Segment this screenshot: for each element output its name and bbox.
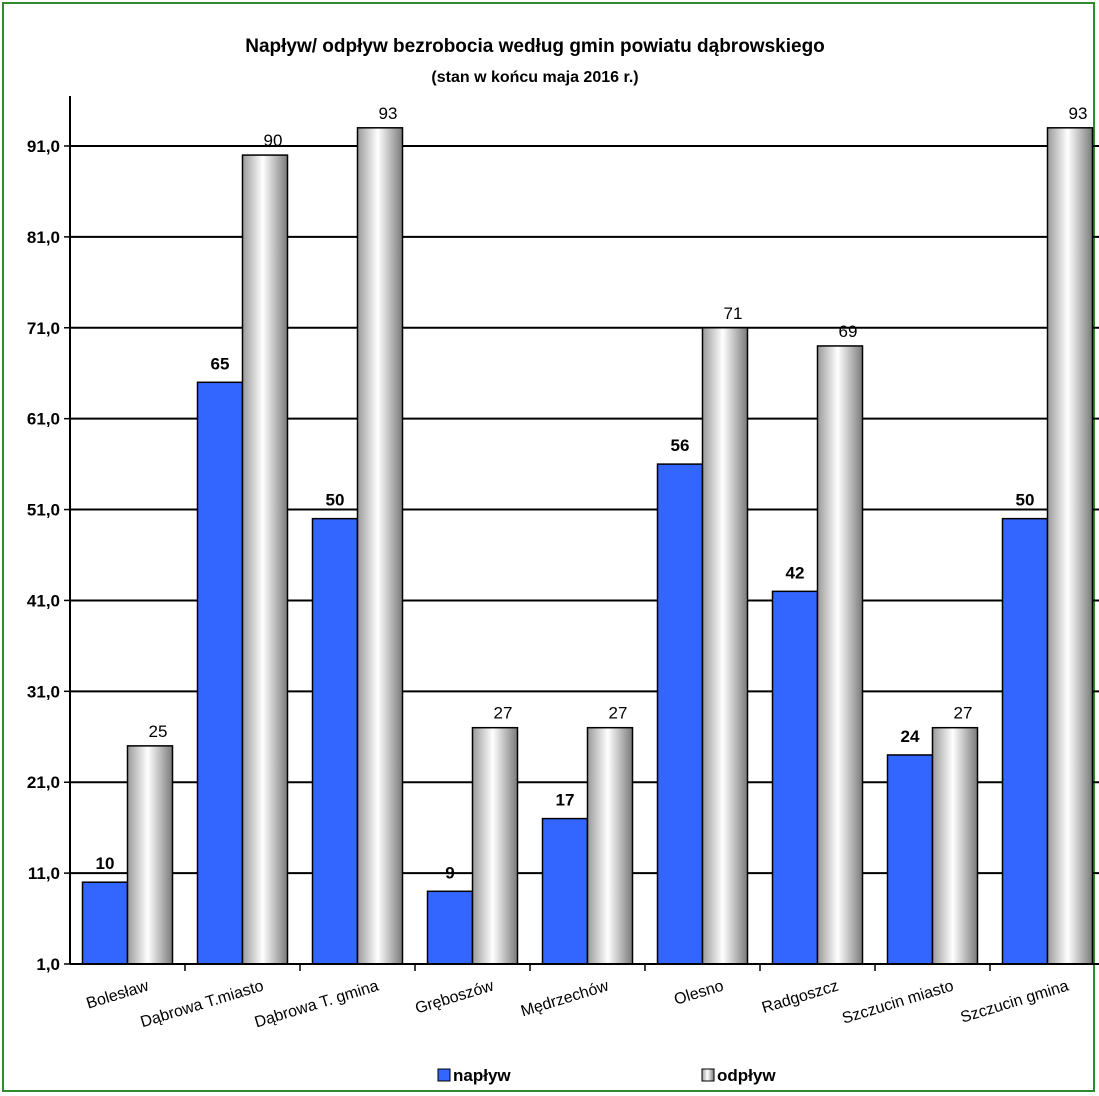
- data-label-outflow: 93: [1069, 104, 1088, 123]
- data-label-inflow: 50: [326, 491, 345, 510]
- bar-outflow: [1046, 127, 1094, 965]
- bar-outflow: [356, 127, 404, 965]
- bar-inflow: [311, 517, 359, 965]
- category-label: Dąbrowa T. gmina: [253, 978, 381, 1032]
- legend: napływ odpływ: [437, 1066, 776, 1085]
- bar-inflow: [656, 463, 704, 965]
- data-label-outflow: 69: [839, 322, 858, 341]
- legend-swatch-outflow: [701, 1068, 715, 1082]
- bar-outflow: [701, 327, 749, 965]
- chart-title: Napływ/ odpływ bezrobocia według gmin po…: [245, 36, 825, 57]
- bar-inflow: [1001, 517, 1049, 965]
- bar-outflow: [241, 154, 289, 965]
- y-tick-label: 71,0: [27, 319, 60, 338]
- bar-outflow: [471, 726, 519, 965]
- data-label-outflow: 93: [379, 104, 398, 123]
- data-label-inflow: 17: [556, 791, 575, 810]
- data-label-outflow: 27: [954, 704, 973, 723]
- legend-label-inflow: napływ: [453, 1066, 511, 1085]
- y-tick-label: 31,0: [27, 682, 60, 701]
- category-label: Olesno: [672, 978, 726, 1009]
- bar-inflow: [541, 817, 589, 965]
- data-label-inflow: 56: [671, 436, 690, 455]
- category-label: Szczucin miasto: [840, 978, 956, 1028]
- data-label-outflow: 27: [609, 704, 628, 723]
- data-label-inflow: 10: [96, 854, 115, 873]
- y-tick-label: 1,0: [36, 955, 60, 974]
- legend-label-outflow: odpływ: [717, 1066, 776, 1085]
- category-label: Mędrzechów: [519, 977, 611, 1020]
- y-tick-label: 21,0: [27, 773, 60, 792]
- y-tick-label: 11,0: [28, 864, 60, 883]
- data-label-outflow: 25: [149, 722, 168, 741]
- data-label-inflow: 9: [445, 863, 454, 882]
- data-label-outflow: 27: [494, 704, 513, 723]
- bars: [81, 127, 1094, 965]
- data-label-outflow: 90: [264, 131, 283, 150]
- data-label-inflow: 24: [901, 727, 920, 746]
- category-label: Radgoszcz: [760, 978, 841, 1017]
- category-label: Bolesław: [84, 977, 151, 1012]
- y-tick-label: 81,0: [27, 228, 60, 247]
- bar-outflow: [816, 345, 864, 965]
- data-labels: 10 25 65 90 50 93 9 27 17 27 56 71 42 69 24 27 50 93: [96, 104, 1088, 882]
- data-label-inflow: 42: [786, 563, 805, 582]
- y-tick-label: 91,0: [27, 137, 60, 156]
- data-label-inflow: 65: [211, 354, 230, 373]
- bar-outflow: [931, 726, 979, 965]
- bar-inflow: [771, 590, 819, 965]
- bar-outflow: [126, 745, 174, 965]
- legend-swatch-inflow: [437, 1068, 451, 1082]
- data-label-outflow: 71: [724, 304, 743, 323]
- category-label: Szczucin gmina: [959, 978, 1071, 1027]
- bar-inflow: [196, 381, 244, 965]
- bar-outflow: [586, 726, 634, 965]
- y-tick-label: 61,0: [27, 410, 60, 429]
- chart-subtitle: (stan w końcu maja 2016 r.): [431, 69, 638, 86]
- bar-inflow: [886, 754, 934, 965]
- y-tick-label: 51,0: [27, 501, 60, 520]
- bar-inflow: [426, 890, 474, 965]
- data-label-inflow: 50: [1016, 491, 1035, 510]
- category-label: Gręboszów: [413, 977, 496, 1017]
- category-label: Dąbrowa T.miasto: [139, 978, 266, 1032]
- y-tick-label: 41,0: [27, 591, 60, 610]
- bar-inflow: [81, 881, 129, 965]
